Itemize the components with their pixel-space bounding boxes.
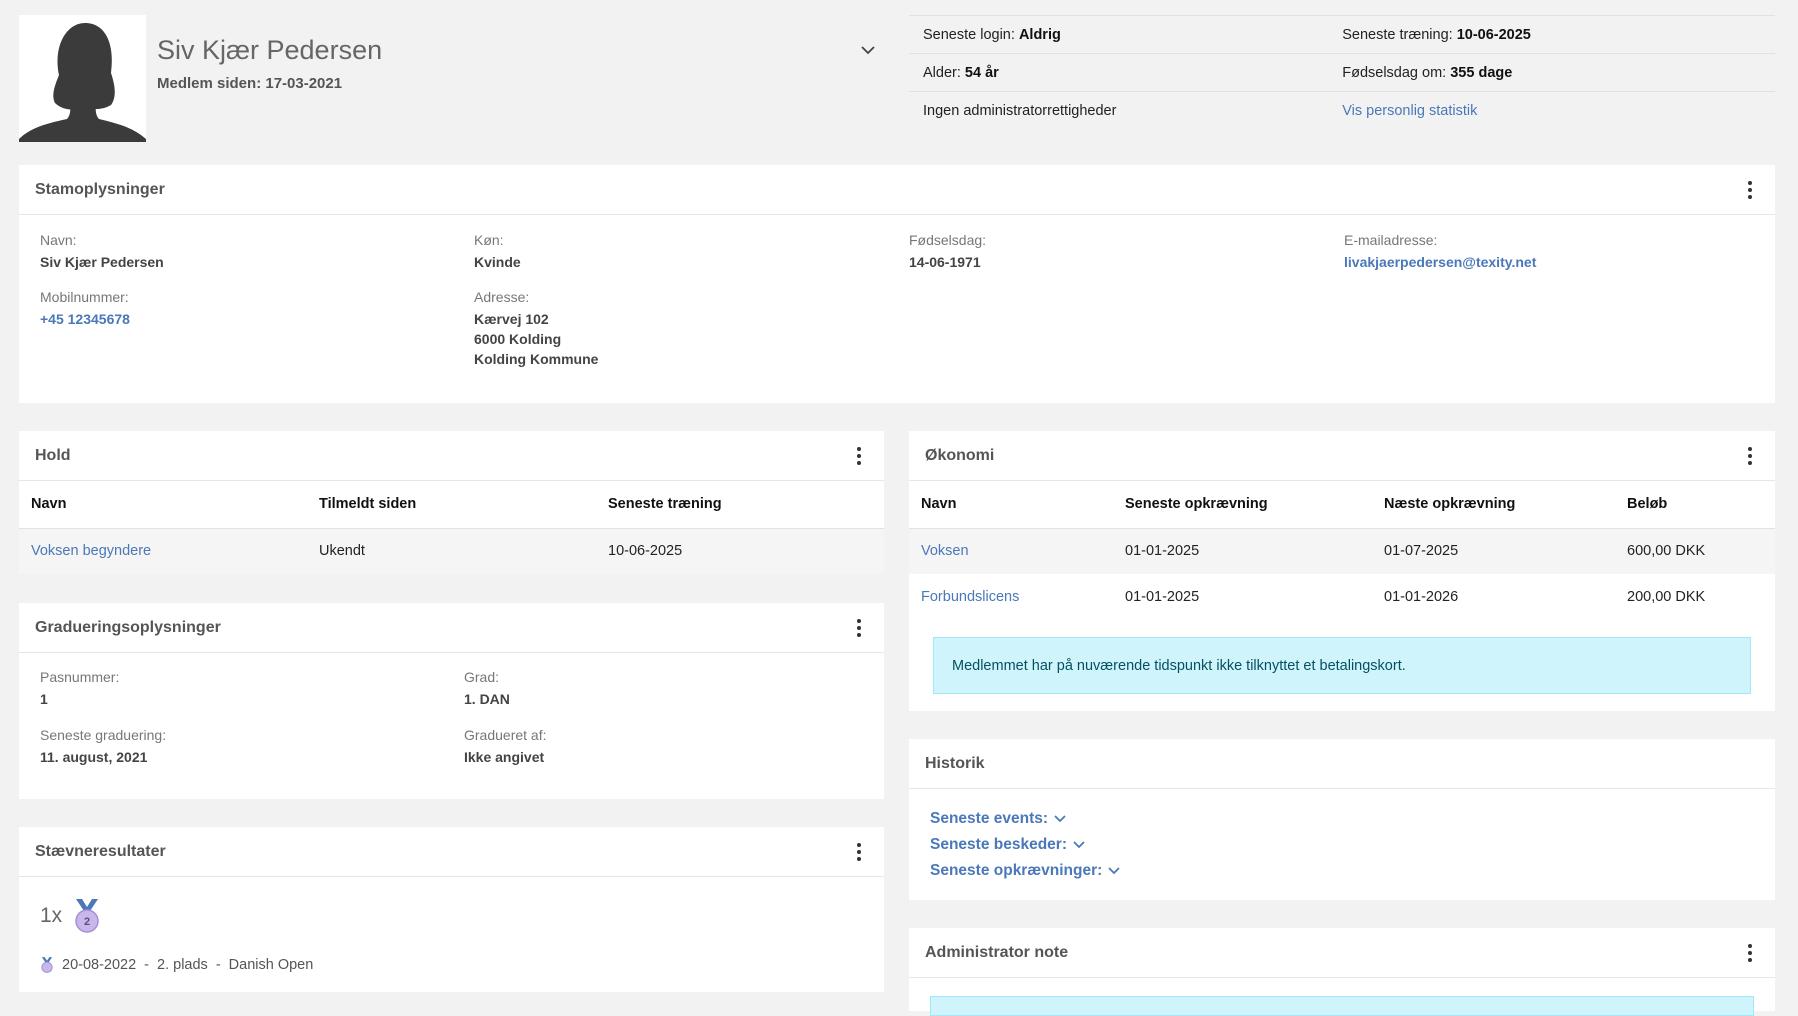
more-options-icon[interactable] bbox=[850, 841, 868, 863]
card-title: Gradueringsoplysninger bbox=[35, 618, 221, 636]
field-grad: Grad: 1. DAN bbox=[464, 669, 510, 707]
medal-count: 1x bbox=[40, 904, 63, 927]
avatar-silhouette-icon bbox=[19, 15, 146, 142]
field-address: Adresse: Kærvej 102 6000 Kolding Kolding… bbox=[474, 289, 599, 367]
profile-expand-button[interactable] bbox=[857, 39, 879, 61]
email-link[interactable]: livakjaerpedersen@texity.net bbox=[1344, 254, 1537, 270]
history-events-toggle[interactable]: Seneste events: bbox=[930, 806, 1120, 832]
table-cell: 01-01-2026 bbox=[1384, 589, 1459, 605]
member-since: Medlem siden: 17-03-2021 bbox=[157, 75, 342, 92]
chevron-down-icon bbox=[1108, 867, 1120, 875]
table-cell: 01-07-2025 bbox=[1372, 528, 1615, 574]
member-info-box: Seneste login: Aldrig Seneste træning: 1… bbox=[909, 15, 1775, 129]
birthday-in: Fødselsdag om: 355 dage bbox=[1342, 64, 1513, 81]
info-row: Seneste login: Aldrig Seneste træning: 1… bbox=[909, 15, 1775, 53]
oekonomi-card: Økonomi Navn Seneste opkrævning Næste op… bbox=[909, 431, 1775, 711]
member-since-label: Medlem siden: bbox=[157, 75, 262, 92]
column-header: Beløb bbox=[1615, 481, 1775, 529]
history-messages-toggle[interactable]: Seneste beskeder: bbox=[930, 832, 1120, 858]
subscription-link[interactable]: Forbundslicens bbox=[921, 589, 1020, 605]
result-date: 20-08-2022 bbox=[62, 957, 137, 973]
more-options-icon[interactable] bbox=[1741, 942, 1759, 964]
chevron-down-icon bbox=[1054, 815, 1066, 823]
field-email: E-mailadresse: livakjaerpedersen@texity.… bbox=[1344, 232, 1537, 270]
payment-card-alert: Medlemmet har på nuværende tidspunkt ikk… bbox=[933, 637, 1751, 694]
chevron-down-icon bbox=[1073, 841, 1085, 849]
table-row: Voksen 01-01-2025 01-07-2025 600,00 DKK bbox=[909, 528, 1775, 574]
hold-card: Hold Navn Tilmeldt siden Seneste træning… bbox=[19, 431, 884, 574]
stamoplysninger-card: Stamoplysninger Navn: Siv Kjær Pedersen … bbox=[19, 165, 1775, 403]
field-pasnummer: Pasnummer: 1 bbox=[40, 669, 120, 707]
info-row: Alder: 54 år Fødselsdag om: 355 dage bbox=[909, 53, 1775, 91]
mobile-link[interactable]: +45 12345678 bbox=[40, 311, 130, 327]
oekonomi-table: Navn Seneste opkrævning Næste opkrævning… bbox=[909, 481, 1775, 620]
medal-small-icon bbox=[41, 957, 53, 973]
column-header: Navn bbox=[909, 481, 1113, 529]
profile-header: Siv Kjær Pedersen Medlem siden: 17-03-20… bbox=[19, 15, 889, 142]
table-cell: 01-01-2025 bbox=[1113, 528, 1372, 574]
table-row: Voksen begyndere Ukendt 10-06-2025 bbox=[19, 528, 884, 574]
card-title: Økonomi bbox=[925, 446, 995, 464]
historik-card: Historik Seneste events: Seneste beskede… bbox=[909, 739, 1775, 900]
table-cell: 600,00 DKK bbox=[1615, 528, 1775, 574]
result-line: 20-08-2022 - 2. plads - Danish Open bbox=[40, 957, 313, 973]
field-gender: Køn: Kvinde bbox=[474, 232, 521, 270]
field-birthday: Fødselsdag: 14-06-1971 bbox=[909, 232, 987, 270]
card-title: Stamoplysninger bbox=[35, 180, 165, 198]
subscription-link[interactable]: Voksen bbox=[921, 543, 969, 560]
last-training: Seneste træning: 10-06-2025 bbox=[1342, 26, 1531, 43]
table-cell: 10-06-2025 bbox=[596, 528, 884, 574]
column-header: Seneste opkrævning bbox=[1113, 481, 1372, 529]
card-title: Stævneresultater bbox=[35, 842, 166, 860]
member-since-value: 17-03-2021 bbox=[265, 75, 343, 92]
column-header: Navn bbox=[19, 481, 307, 529]
medal-summary: 1x 2 bbox=[40, 899, 102, 933]
more-options-icon[interactable] bbox=[850, 617, 868, 639]
more-options-icon[interactable] bbox=[1741, 179, 1759, 201]
staevne-card: Stævneresultater 1x 2 20-08-2022 - 2. pl… bbox=[19, 827, 884, 992]
table-cell: 200,00 DKK bbox=[1627, 589, 1706, 605]
result-event: Danish Open bbox=[228, 957, 314, 973]
field-mobile: Mobilnummer: +45 12345678 bbox=[40, 289, 130, 327]
graduering-card: Gradueringsoplysninger Pasnummer: 1 Grad… bbox=[19, 603, 884, 799]
card-title: Hold bbox=[35, 446, 71, 464]
admin-note-card: Administrator note bbox=[909, 928, 1775, 1016]
more-options-icon[interactable] bbox=[850, 445, 868, 467]
svg-text:2: 2 bbox=[84, 916, 90, 928]
card-title: Historik bbox=[925, 754, 985, 772]
history-charges-toggle[interactable]: Seneste opkrævninger: bbox=[930, 858, 1120, 884]
column-header: Næste opkrævning bbox=[1372, 481, 1615, 529]
avatar bbox=[19, 15, 146, 142]
card-title: Administrator note bbox=[925, 943, 1069, 961]
column-header: Seneste træning bbox=[596, 481, 884, 529]
profile-name: Siv Kjær Pedersen bbox=[157, 35, 383, 65]
admin-rights: Ingen administratorrettigheder bbox=[923, 102, 1117, 119]
table-cell: Ukendt bbox=[307, 528, 596, 574]
field-graduated-by: Gradueret af: Ikke angivet bbox=[464, 727, 547, 765]
personal-stats-link[interactable]: Vis personlig statistik bbox=[1342, 102, 1478, 119]
team-link[interactable]: Voksen begyndere bbox=[31, 543, 152, 560]
field-name: Navn: Siv Kjær Pedersen bbox=[40, 232, 164, 270]
chevron-down-icon bbox=[861, 46, 875, 55]
column-header: Tilmeldt siden bbox=[307, 481, 596, 529]
info-row: Ingen administratorrettigheder Vis perso… bbox=[909, 91, 1775, 129]
silver-medal-icon: 2 bbox=[75, 899, 99, 933]
more-options-icon[interactable] bbox=[1741, 445, 1759, 467]
admin-note-box bbox=[930, 996, 1754, 1016]
table-row: Forbundslicens 01-01-2025 01-01-2026 200… bbox=[909, 574, 1775, 620]
field-last-graduation: Seneste graduering: 11. august, 2021 bbox=[40, 727, 167, 765]
result-place: 2. plads bbox=[157, 957, 208, 973]
history-list: Seneste events: Seneste beskeder: Senest… bbox=[930, 806, 1120, 884]
age: Alder: 54 år bbox=[923, 64, 999, 81]
last-login: Seneste login: Aldrig bbox=[923, 26, 1061, 43]
table-cell: 01-01-2025 bbox=[1125, 589, 1200, 605]
hold-table: Navn Tilmeldt siden Seneste træning Voks… bbox=[19, 481, 884, 574]
